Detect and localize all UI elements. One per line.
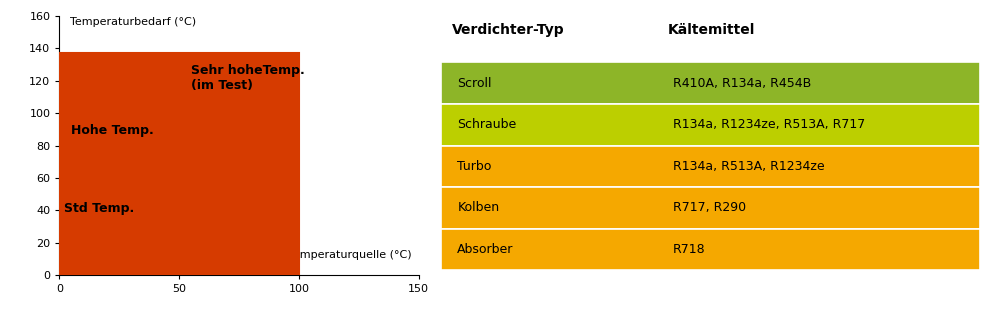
Text: Kolben: Kolben [457,201,499,214]
Text: Hohe Temp.: Hohe Temp. [71,125,154,137]
Text: R134a, R513A, R1234ze: R134a, R513A, R1234ze [673,160,825,173]
Bar [442,146,980,187]
Bar [442,62,980,104]
Text: Kältemittel: Kältemittel [667,23,755,38]
Bar [59,113,203,275]
Text: R717, R290: R717, R290 [673,201,746,214]
Bar [442,229,980,270]
Text: Sehr hoheTemp.
(im Test): Sehr hoheTemp. (im Test) [191,64,305,92]
Bar [59,53,299,275]
Bar [442,104,980,146]
Text: Temperaturbedarf (°C): Temperaturbedarf (°C) [70,17,196,27]
Text: Schraube: Schraube [457,118,517,131]
Bar [59,154,144,275]
Text: Scroll: Scroll [457,77,492,90]
Text: Temperaturquelle (°C): Temperaturquelle (°C) [288,250,412,260]
Text: Turbo: Turbo [457,160,492,173]
Text: R718: R718 [673,243,706,256]
Text: R410A, R134a, R454B: R410A, R134a, R454B [673,77,811,90]
Text: Std Temp.: Std Temp. [64,203,135,215]
Bar [442,187,980,229]
Text: Verdichter-Typ: Verdichter-Typ [451,23,564,38]
Text: Absorber: Absorber [457,243,514,256]
Text: R134a, R1234ze, R513A, R717: R134a, R1234ze, R513A, R717 [673,118,865,131]
